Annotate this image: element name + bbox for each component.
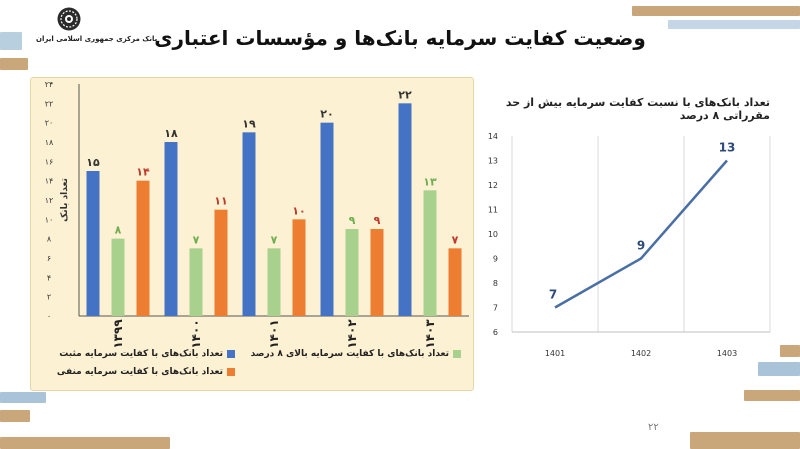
legend-swatch-positive xyxy=(227,350,235,358)
bar-0-3 xyxy=(320,122,334,316)
bar-data-label: ۲۲ xyxy=(398,88,412,101)
y-tick-label: 9 xyxy=(493,255,498,264)
y-tick-label: ۲۲ xyxy=(45,99,54,108)
bar-2-4 xyxy=(448,248,462,316)
y-tick-label: 6 xyxy=(493,328,498,337)
y-tick-label: ۲۴ xyxy=(45,80,54,89)
x-tick-label: 1403 xyxy=(717,349,737,358)
bar-2-3 xyxy=(370,229,384,316)
y-tick-label: ۱۴ xyxy=(45,177,54,186)
legend-item-negative: تعداد بانک‌های با کفایت سرمایه منفی xyxy=(57,367,235,377)
bar-data-label: ۸ xyxy=(115,224,122,237)
bar-1-0 xyxy=(111,238,125,316)
legend-item-above8: تعداد بانک‌های با کفایت سرمایه بالای ۸ د… xyxy=(251,349,461,359)
bar-0-2 xyxy=(242,132,256,316)
bar-data-label: ۷ xyxy=(193,233,200,246)
y-tick-label: ۱۲ xyxy=(45,196,54,205)
bar-data-label: ۷ xyxy=(452,233,459,246)
point-data-label: 9 xyxy=(637,239,645,253)
y-tick-label: ۲۰ xyxy=(45,119,54,128)
bar-1-3 xyxy=(345,229,359,316)
bar-data-label: ۱۸ xyxy=(164,127,178,140)
y-tick-label: ۶ xyxy=(47,254,51,263)
bar-0-4 xyxy=(398,103,412,316)
bar-data-label: ۲۰ xyxy=(320,108,333,121)
y-tick-label: ۱۶ xyxy=(45,157,54,166)
y-axis-title: تعداد بانک xyxy=(60,178,70,222)
x-category-label: ۱۴۰۱ xyxy=(267,319,281,348)
point-data-label: 13 xyxy=(719,141,736,155)
bar-data-label: ۷ xyxy=(271,233,278,246)
y-tick-label: ۱۰ xyxy=(45,215,54,224)
y-tick-label: ۸ xyxy=(47,235,52,244)
decor-strip xyxy=(758,362,800,376)
x-category-label: ۱۳۹۹ xyxy=(111,319,125,349)
y-tick-label: ۰ xyxy=(47,312,51,321)
decor-strip xyxy=(0,58,28,70)
decor-strip xyxy=(0,32,22,50)
decor-strip xyxy=(0,437,170,449)
y-tick-label: ۱۸ xyxy=(45,138,54,147)
bar-1-2 xyxy=(267,248,281,316)
decor-strip xyxy=(690,432,800,449)
bar-data-label: ۹ xyxy=(374,214,381,227)
legend-label-negative: تعداد بانک‌های با کفایت سرمایه منفی xyxy=(56,367,223,377)
y-tick-label: 14 xyxy=(488,132,498,141)
legend-item-positive: تعداد بانک‌های با کفایت سرمایه مثبت xyxy=(59,349,235,359)
slide-title: وضعیت کفایت سرمایه بانک‌ها و مؤسسات اعتب… xyxy=(154,26,646,50)
bar-data-label: ۱۴ xyxy=(136,166,150,179)
decor-strip xyxy=(0,410,30,422)
bar-data-label: ۱۹ xyxy=(242,117,256,130)
bar-chart-panel: ۰ ۲ ۴ ۶ ۸ ۱۰ ۱۲ ۱۴ ۱۶ ۱۸ ۲۰ ۲۲ ۲۴ تعداد بانک ۱۵ ۸ ۱۴ ۱۳۹۹… xyxy=(30,77,474,391)
bar-data-label: ۱۵ xyxy=(86,156,100,169)
line-chart: 6 7 8 9 10 11 12 13 14 1401 1402 1403 7 9 13 xyxy=(488,132,771,358)
series-line xyxy=(554,159,728,309)
y-tick-label: 7 xyxy=(493,304,498,313)
bar-data-label: ۱۱ xyxy=(214,195,227,208)
bar-1-1 xyxy=(189,248,203,316)
legend-label-positive: تعداد بانک‌های با کفایت سرمایه مثبت xyxy=(59,349,223,359)
y-tick-label: 10 xyxy=(488,230,498,239)
decor-strip xyxy=(0,392,46,403)
decor-strip xyxy=(668,20,800,29)
bar-2-2 xyxy=(292,219,306,316)
bar-2-1 xyxy=(214,209,228,316)
page-number: ۲۲ xyxy=(648,422,659,433)
y-tick-label: 13 xyxy=(488,157,498,166)
y-tick-label: 12 xyxy=(488,181,498,190)
legend-swatch-above8 xyxy=(453,350,461,358)
decor-strip xyxy=(744,390,800,401)
bar-0-0 xyxy=(86,171,100,316)
x-category-label: ۱۴۰۲ xyxy=(345,319,359,349)
line-chart-title: تعداد بانک‌های با نسبت کفایت سرمایه بیش … xyxy=(505,96,770,122)
bar-1-4 xyxy=(423,190,437,316)
x-category-label: ۱۴۰۰ xyxy=(189,319,203,348)
bank-name: بانک مرکزی جمهوری اسلامی ایران xyxy=(36,35,158,43)
y-tick-label: ۴ xyxy=(47,273,51,282)
x-tick-label: 1402 xyxy=(631,349,651,358)
point-data-label: 7 xyxy=(549,288,557,302)
bar-data-label: ۱۰ xyxy=(292,204,305,217)
legend-label-above8: تعداد بانک‌های با کفایت سرمایه بالای ۸ د… xyxy=(250,349,449,359)
y-tick-label: 8 xyxy=(493,279,498,288)
decor-strip xyxy=(780,345,800,357)
legend-swatch-negative xyxy=(227,368,235,376)
header-logo: بانک مرکزی جمهوری اسلامی ایران xyxy=(36,6,158,43)
y-tick-label: 11 xyxy=(488,206,498,215)
central-bank-emblem-icon xyxy=(57,7,81,31)
bar-0-1 xyxy=(164,142,178,316)
bar-data-label: ۹ xyxy=(349,214,356,227)
x-category-label: ۱۴۰۳ xyxy=(423,319,437,349)
x-tick-label: 1401 xyxy=(545,349,565,358)
bar-2-0 xyxy=(136,180,150,316)
y-tick-label: ۲ xyxy=(47,293,51,302)
bar-data-label: ۱۳ xyxy=(423,175,437,188)
decor-strip xyxy=(632,6,800,16)
